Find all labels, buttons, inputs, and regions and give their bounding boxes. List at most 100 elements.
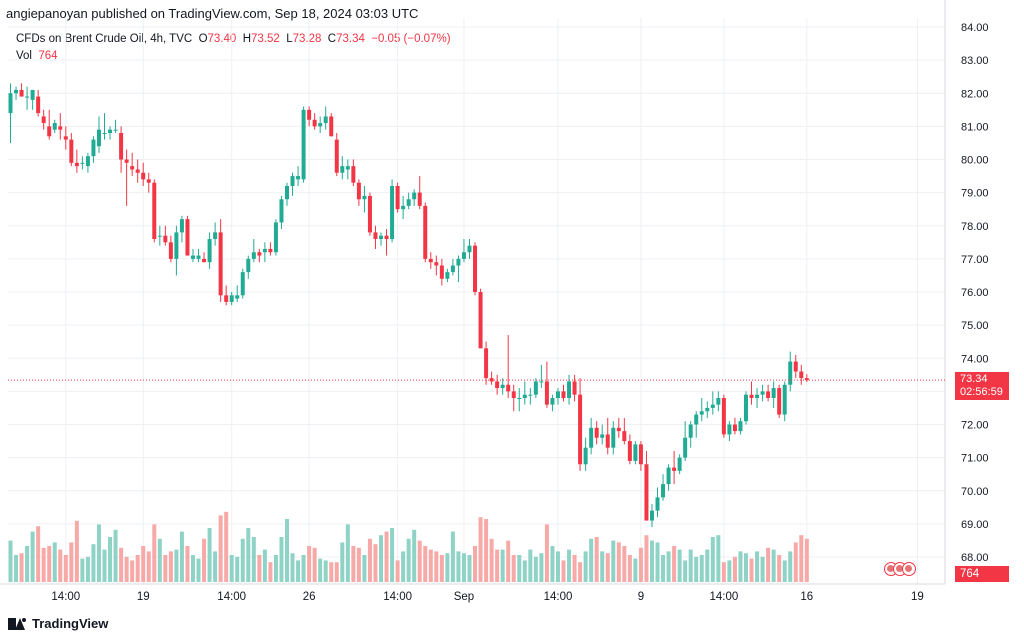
candle-body: [683, 437, 688, 458]
volume-bar: [246, 528, 251, 582]
symbol-name[interactable]: CFDs on Brent Crude Oil, 4h, TVC: [16, 33, 193, 45]
volume-bar: [406, 538, 411, 582]
volume-bar: [41, 547, 46, 582]
volume-bar: [157, 538, 162, 582]
candle-body: [25, 96, 30, 98]
candle-body: [307, 109, 312, 120]
volume-bar: [705, 549, 710, 582]
candle-body: [285, 186, 289, 200]
change-value: −0.05 (−0.07%): [371, 33, 451, 45]
x-tick-label: 14:00: [217, 591, 246, 603]
volume-bar: [638, 547, 643, 582]
volume-bar: [567, 549, 572, 582]
candle-body: [804, 378, 809, 381]
volume-bar: [788, 551, 793, 582]
volume-bar: [85, 556, 90, 582]
volume-bar: [594, 537, 599, 582]
legend-volume-row: Vol 764: [16, 48, 451, 65]
volume-bar: [384, 531, 389, 582]
volume-bar: [550, 546, 555, 582]
axes: 84.00 83.00 82.00 81.00 80.00 79.00 78.00 77.00…: [0, 0, 989, 603]
volume-bar: [146, 551, 151, 582]
volume-bar: [428, 549, 433, 582]
volume-bar: [461, 553, 466, 582]
volume-bar: [196, 558, 201, 582]
volume-bar: [710, 537, 715, 582]
candle-body: [213, 232, 218, 239]
volume-bar: [235, 556, 240, 582]
candle-body: [240, 272, 245, 296]
candle-body: [146, 179, 151, 183]
volume-bar: [141, 546, 146, 582]
candle-body: [622, 431, 627, 442]
candle-body: [434, 262, 439, 266]
volume-label[interactable]: Vol: [16, 50, 32, 62]
volume-bar: [279, 537, 284, 582]
open-value: 73.40: [207, 33, 237, 45]
volume-bar: [19, 553, 24, 582]
candle-body: [141, 172, 146, 180]
tradingview-logo-icon: [8, 617, 26, 630]
volume-bar: [268, 562, 273, 582]
candle-body: [395, 186, 400, 210]
candle-body: [362, 195, 367, 200]
volume-bar: [633, 558, 638, 582]
volume-bar: [124, 556, 129, 582]
candle-body: [279, 199, 284, 223]
candle-body: [251, 252, 256, 259]
candle-body: [456, 258, 461, 266]
volume-bar: [362, 555, 367, 582]
candle-body: [390, 186, 395, 239]
candle-body: [19, 89, 24, 97]
y-tick-label: 82.00: [961, 88, 989, 100]
economic-event-icon[interactable]: [902, 562, 916, 576]
candle-body: [345, 166, 350, 170]
candle-body: [152, 182, 157, 239]
open-label: O: [198, 33, 208, 45]
y-tick-label: 78.00: [961, 221, 989, 233]
volume-bar: [218, 515, 223, 582]
candle-body: [544, 381, 549, 405]
volume-bar: [799, 535, 804, 582]
footer-brand[interactable]: TradingView: [8, 616, 108, 631]
x-tick-label: Sep: [454, 591, 474, 603]
candle-body: [721, 398, 726, 435]
x-tick-label: 14:00: [383, 591, 412, 603]
volume-bar: [119, 547, 124, 582]
candle-body: [80, 162, 85, 164]
volume-bar: [135, 555, 140, 582]
grid-lines: [8, 18, 945, 584]
candle-body: [500, 384, 505, 389]
volume-bar: [113, 529, 118, 582]
volume-bar: [14, 555, 19, 582]
volume-bar: [334, 562, 339, 582]
volume-bar: [262, 549, 267, 582]
volume-bar: [644, 535, 649, 582]
candle-body: [506, 384, 511, 392]
volume-bar: [30, 531, 35, 582]
candle-body: [301, 109, 306, 180]
candle-body: [672, 467, 677, 471]
candle-body: [633, 444, 638, 461]
volume-bar: [25, 546, 30, 582]
candle-body: [351, 166, 356, 183]
candle-body: [710, 404, 715, 408]
volume-bar: [69, 542, 74, 582]
volume-bar: [207, 528, 212, 582]
y-tick-label: 83.00: [961, 55, 989, 67]
candle-body: [74, 162, 79, 167]
candle-body: [190, 255, 195, 259]
volume-bar: [273, 555, 278, 582]
candle-body: [594, 427, 599, 438]
candle-body: [30, 89, 35, 100]
candle-body: [738, 421, 743, 432]
candle-body: [688, 424, 693, 438]
event-markers[interactable]: [884, 562, 924, 580]
candle-body: [716, 398, 721, 405]
candle-body: [96, 129, 101, 147]
volume-tag: 764: [955, 566, 1009, 582]
volume-bar: [782, 560, 787, 582]
candle-body: [202, 258, 207, 263]
volume-bar: [52, 542, 57, 582]
